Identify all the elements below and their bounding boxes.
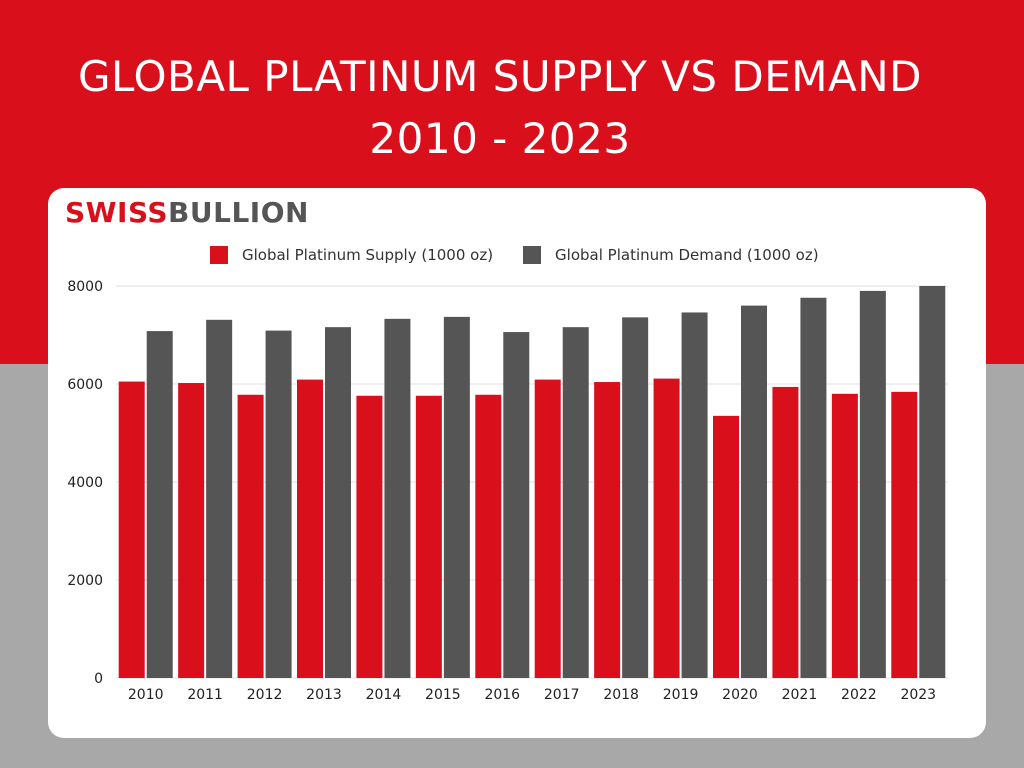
brand-logo: SWISSBULLION: [65, 196, 309, 229]
x-tick-label: 2018: [603, 687, 639, 703]
bar-demand: [384, 318, 411, 678]
bar-demand: [859, 290, 886, 678]
bar-demand: [919, 286, 946, 678]
brand-part-swiss: SWISS: [65, 196, 169, 229]
bar-demand: [443, 316, 470, 678]
x-tick-label: 2021: [782, 687, 818, 703]
y-tick-label: 2000: [67, 573, 103, 589]
y-tick-label: 0: [94, 671, 103, 687]
bar-supply: [831, 393, 858, 678]
bar-demand: [325, 327, 351, 678]
bar-supply: [891, 391, 918, 678]
bar-demand: [146, 331, 173, 678]
legend-item-supply: Global Platinum Supply (1000 oz): [210, 246, 493, 264]
legend-label-supply: Global Platinum Supply (1000 oz): [242, 246, 494, 264]
x-tick-label: 2022: [841, 687, 877, 703]
bar-demand: [503, 332, 530, 678]
x-tick-label: 2014: [366, 687, 402, 703]
legend-item-demand: Global Platinum Demand (1000 oz): [523, 246, 819, 264]
bar-demand: [562, 327, 589, 678]
bar-demand: [265, 330, 292, 678]
bar-supply: [237, 394, 264, 678]
title-line-2: 2010 - 2023: [369, 114, 631, 163]
chart-card: SWISSBULLION Global Platinum Supply (100…: [48, 188, 986, 738]
x-tick-label: 2013: [306, 687, 342, 703]
x-tick-label: 2017: [544, 687, 580, 703]
bar-supply: [772, 386, 799, 678]
x-tick-label: 2023: [900, 687, 936, 703]
bar-supply: [653, 378, 680, 678]
x-tick-label: 2016: [484, 687, 520, 703]
bar-supply: [475, 394, 502, 678]
x-tick-label: 2020: [722, 687, 758, 703]
bar-supply: [297, 379, 323, 678]
y-tick-label: 8000: [67, 279, 103, 295]
x-tick-label: 2015: [425, 687, 461, 703]
bar-chart: 0 2000 4000 6000 8000 2010 2011 2012 2013 2014 201…: [67, 279, 948, 703]
page-title: GLOBAL PLATINUM SUPPLY VS DEMAND 2010 - …: [0, 46, 1000, 170]
bar-supply: [534, 379, 561, 678]
bar-supply: [118, 381, 145, 678]
bar-supply: [178, 383, 205, 678]
x-tick-label: 2019: [663, 687, 699, 703]
y-tick-label: 6000: [67, 377, 103, 393]
bar-supply: [713, 415, 739, 678]
legend-swatch-supply: [210, 246, 228, 264]
bar-demand: [206, 319, 233, 678]
bar-supply: [594, 382, 621, 678]
bar-demand: [741, 305, 767, 678]
chart-legend: Global Platinum Supply (1000 oz) Global …: [210, 244, 849, 266]
bar-supply: [415, 395, 442, 678]
x-tick-label: 2012: [247, 687, 283, 703]
title-line-1: GLOBAL PLATINUM SUPPLY VS DEMAND: [78, 52, 922, 101]
x-tick-label: 2011: [187, 687, 223, 703]
bar-demand: [800, 297, 827, 678]
bar-demand: [622, 317, 649, 678]
x-tick-label: 2010: [128, 687, 164, 703]
bar-supply: [356, 395, 383, 678]
legend-label-demand: Global Platinum Demand (1000 oz): [555, 246, 819, 264]
y-tick-label: 4000: [67, 475, 103, 491]
brand-part-bullion: BULLION: [168, 196, 309, 229]
legend-swatch-demand: [523, 246, 542, 264]
bar-demand: [681, 312, 708, 678]
